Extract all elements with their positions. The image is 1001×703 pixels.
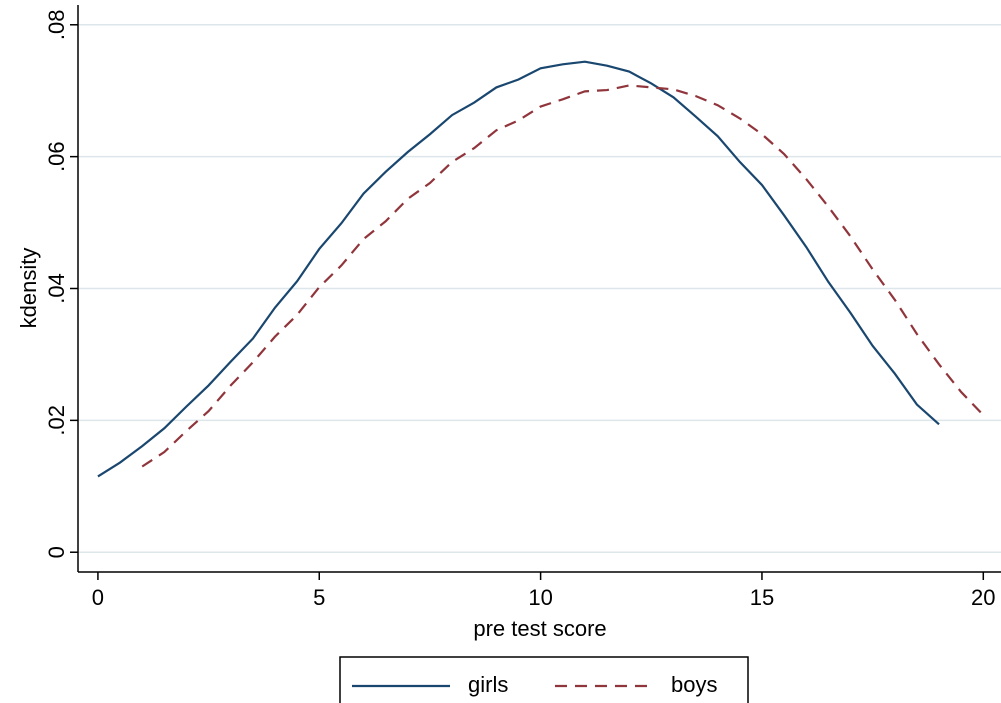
y-tick-label: .04 xyxy=(44,273,69,304)
x-tick-label: 20 xyxy=(971,585,995,610)
y-tick-label: .06 xyxy=(44,141,69,172)
legend-box xyxy=(339,656,749,703)
legend-label: boys xyxy=(671,672,717,697)
series-line xyxy=(141,84,985,468)
y-tick-label: 0 xyxy=(44,546,69,558)
y-tick-label: .08 xyxy=(44,9,69,40)
series-line xyxy=(97,60,940,478)
y-axis-title: kdensity xyxy=(16,248,41,329)
x-axis-title: pre test score xyxy=(473,616,606,641)
legend-label: girls xyxy=(468,672,508,697)
x-tick-label: 15 xyxy=(750,585,774,610)
y-tick-label: .02 xyxy=(44,405,69,436)
x-tick-label: 10 xyxy=(528,585,552,610)
x-tick-label: 0 xyxy=(92,585,104,610)
x-tick-label: 5 xyxy=(313,585,325,610)
